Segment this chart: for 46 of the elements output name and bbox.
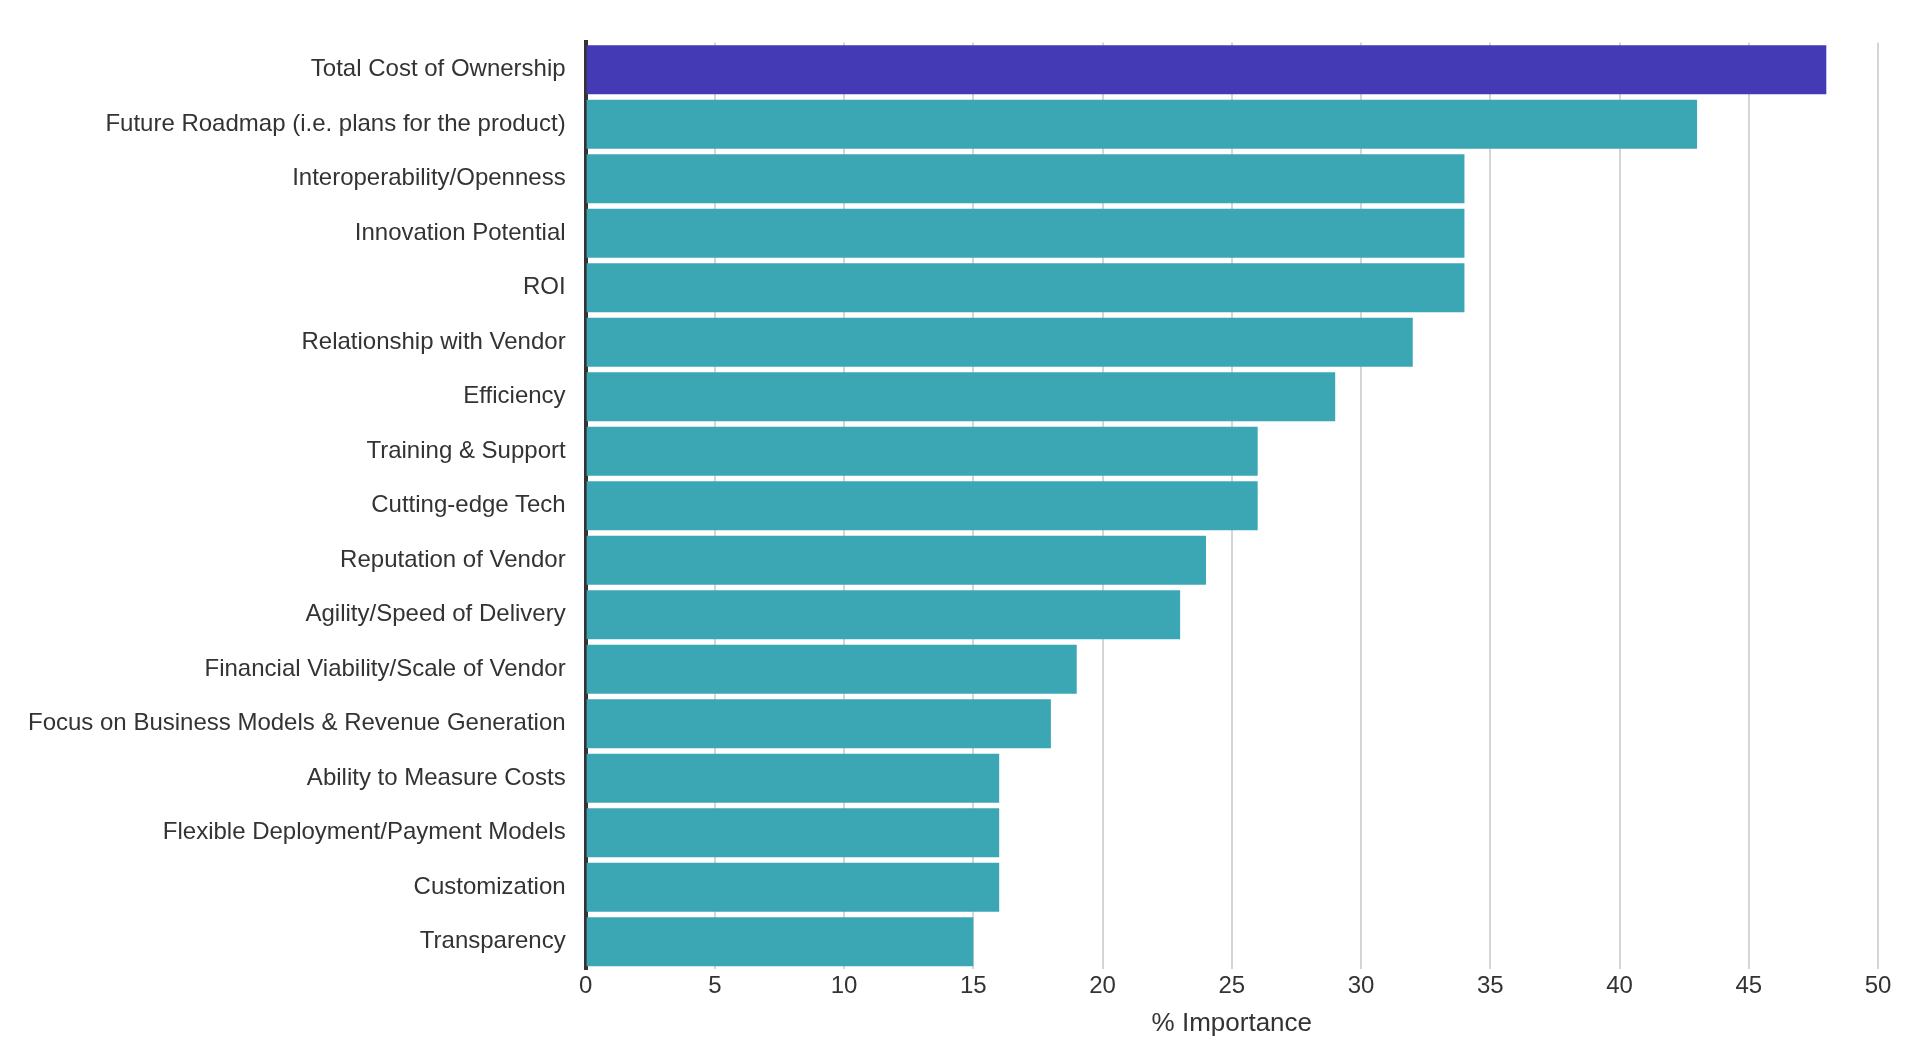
x-tick-label: 50 — [1864, 971, 1892, 999]
bar — [586, 208, 1465, 258]
y-tick-label: Interoperability/Openness — [292, 163, 566, 191]
x-tick-label: 5 — [708, 971, 722, 999]
x-axis-title: % Importance — [1151, 1006, 1313, 1037]
y-tick-label: Customization — [413, 871, 566, 899]
bar — [586, 644, 1077, 694]
y-tick-label: Reputation of Vendor — [340, 544, 566, 572]
bar — [586, 45, 1827, 95]
y-tick-label: Agility/Speed of Delivery — [305, 599, 566, 627]
x-tick-label: 25 — [1218, 971, 1246, 999]
bar — [586, 699, 1051, 749]
bar — [586, 154, 1465, 204]
bar — [586, 99, 1698, 149]
y-tick-label: Flexible Deployment/Payment Models — [162, 817, 566, 845]
bar — [586, 372, 1336, 422]
x-tick-label: 0 — [578, 971, 593, 999]
x-tick-label: 45 — [1735, 971, 1763, 999]
x-tick-label: 20 — [1089, 971, 1116, 999]
bar — [586, 753, 1000, 803]
bar — [586, 917, 974, 967]
y-tick-label: Training & Support — [366, 435, 566, 463]
bar — [586, 590, 1181, 640]
y-tick-label: Innovation Potential — [354, 217, 566, 245]
y-tick-label: Transparency — [419, 926, 566, 954]
x-tick-label: 10 — [830, 971, 858, 999]
y-tick-label: Efficiency — [463, 381, 566, 409]
bar — [586, 481, 1258, 531]
x-tick-label: 40 — [1606, 971, 1633, 999]
y-tick-label: Total Cost of Ownership — [310, 54, 566, 82]
y-tick-label: Ability to Measure Costs — [306, 762, 566, 790]
bar — [586, 263, 1465, 313]
y-tick-label: ROI — [522, 272, 566, 300]
bar — [586, 535, 1206, 585]
bar — [586, 808, 1000, 858]
bar — [586, 862, 1000, 912]
y-tick-label: Focus on Business Models & Revenue Generation — [27, 708, 566, 736]
y-tick-label: Financial Viability/Scale of Vendor — [204, 653, 566, 681]
y-tick-label: Cutting-edge Tech — [371, 490, 566, 518]
x-tick-label: 15 — [959, 971, 987, 999]
x-tick-label: 30 — [1347, 971, 1375, 999]
x-tick-label: 35 — [1476, 971, 1504, 999]
y-tick-label: Future Roadmap (i.e. plans for the product) — [105, 108, 566, 136]
y-tick-label: Relationship with Vendor — [301, 326, 566, 354]
bar — [586, 426, 1258, 476]
bar — [586, 317, 1413, 367]
